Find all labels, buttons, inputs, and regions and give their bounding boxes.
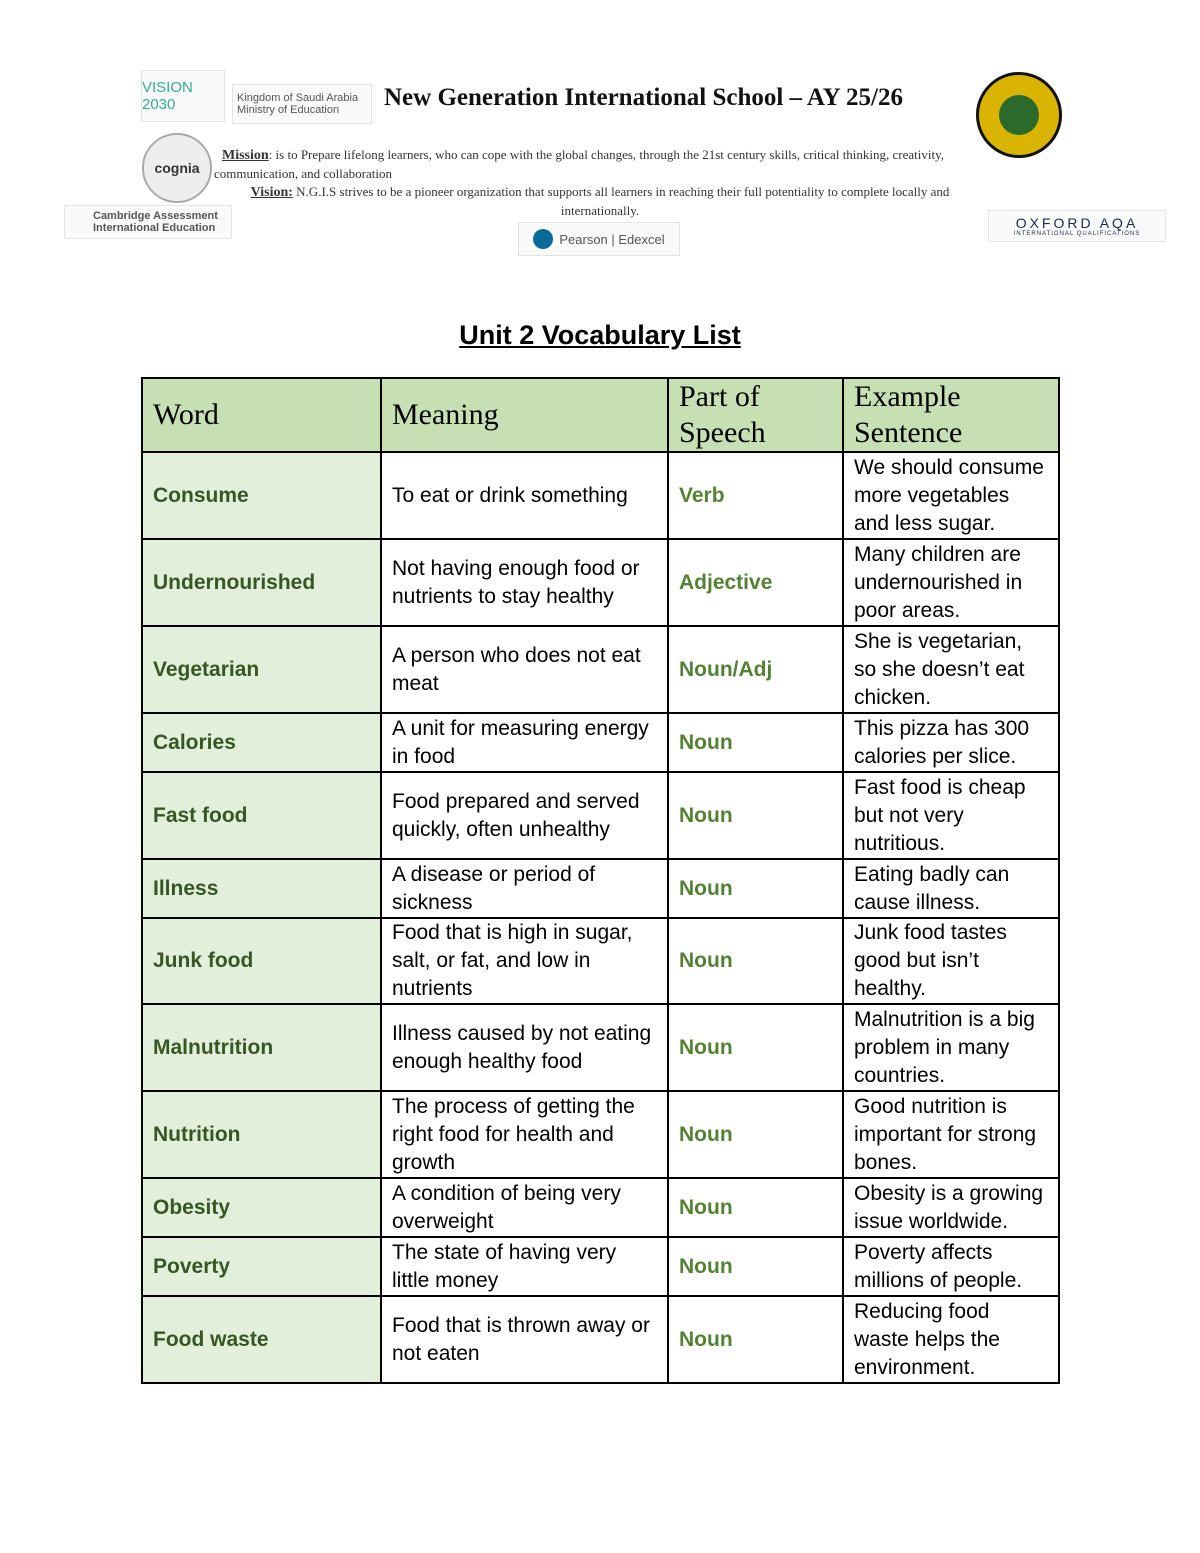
cognia-logo: cognia (142, 133, 212, 203)
vision-logo-text: VISION 2030 (142, 79, 193, 113)
vision-text: N.G.I.S strives to be a pioneer organiza… (292, 184, 950, 218)
oxford-line-1: OXFORD AQA (1015, 215, 1139, 231)
cell-word: Junk food (141, 917, 382, 1005)
cell-word: Calories (141, 712, 382, 773)
table-row: Malnutrition Illness caused by not eating… (141, 1003, 1060, 1092)
cell-word: Nutrition (141, 1090, 382, 1179)
mission-statement: Mission: is to Prepare lifelong learners… (214, 146, 984, 183)
cell-meaning: Food that is high in sugar, salt, or fat… (380, 917, 669, 1005)
cell-word: Poverty (141, 1236, 382, 1297)
cambridge-line-2: International Education (93, 222, 216, 234)
cell-pos: Noun (667, 1090, 844, 1179)
oxford-line-2: INTERNATIONAL QUALIFICATIONS (1013, 231, 1141, 237)
cell-example: Obesity is a growing issue worldwide. (842, 1177, 1060, 1238)
cell-meaning: A disease or period of sickness (380, 858, 669, 919)
table-row: Illness A disease or period of sickness No… (141, 858, 1060, 919)
cell-pos: Noun (667, 917, 844, 1005)
cell-pos: Adjective (667, 538, 844, 627)
cell-word: Vegetarian (141, 625, 382, 714)
table-row: Junk food Food that is high in sugar, sal… (141, 917, 1060, 1005)
header-example-sentence: Example Sentence (842, 377, 1060, 453)
table-row: Obesity A condition of being very overwei… (141, 1177, 1060, 1238)
mission-text: : is to Prepare lifelong learners, who c… (214, 147, 945, 181)
cambridge-line-1: Cambridge Assessment (93, 210, 218, 222)
cell-word: Undernourished (141, 538, 382, 627)
table-row: Consume To eat or drink something Verb We s… (141, 451, 1060, 540)
cell-pos: Noun (667, 1295, 844, 1384)
ministry-line-1: Kingdom of Saudi Arabia (237, 92, 359, 104)
page-title: Unit 2 Vocabulary List (459, 320, 741, 350)
cell-meaning: The state of having very little money (380, 1236, 669, 1297)
table-row: Calories A unit for measuring energy in f… (141, 712, 1060, 773)
cell-word: Consume (141, 451, 382, 540)
cell-example: Reducing food waste helps the environmen… (842, 1295, 1060, 1384)
cell-meaning: Food prepared and served quickly, often … (380, 771, 669, 860)
cell-meaning: Not having enough food or nutrients to s… (380, 538, 669, 627)
cell-word: Food waste (141, 1295, 382, 1384)
vision-2030-logo: VISION 2030 (141, 70, 225, 122)
table-row: Vegetarian A person who does not eat meat… (141, 625, 1060, 714)
cell-pos: Noun (667, 1177, 844, 1238)
cell-example: We should consume more vegetables and le… (842, 451, 1060, 540)
table-row: Food waste Food that is thrown away or no… (141, 1295, 1060, 1384)
cell-example: This pizza has 300 calories per slice. (842, 712, 1060, 773)
cell-example: Poverty affects millions of people. (842, 1236, 1060, 1297)
pearson-p-icon (533, 229, 554, 249)
ministry-line-2: Ministry of Education (237, 104, 340, 116)
cell-meaning: The process of getting the right food fo… (380, 1090, 669, 1179)
cell-example: Eating badly can cause illness. (842, 858, 1060, 919)
cell-pos: Noun (667, 712, 844, 773)
cell-pos: Verb (667, 451, 844, 540)
table-row: Fast food Food prepared and served quickl… (141, 771, 1060, 860)
seal-center (999, 95, 1039, 135)
cell-example: Many children are undernourished in poor… (842, 538, 1060, 627)
cell-word: Fast food (141, 771, 382, 860)
cell-meaning: A person who does not eat meat (380, 625, 669, 714)
cell-meaning: Illness caused by not eating enough heal… (380, 1003, 669, 1092)
cell-pos: Noun/Adj (667, 625, 844, 714)
cell-pos: Noun (667, 771, 844, 860)
header-meaning: Meaning (380, 377, 669, 453)
cell-meaning: A unit for measuring energy in food (380, 712, 669, 773)
header-word: Word (141, 377, 382, 453)
cell-example: Malnutrition is a big problem in many co… (842, 1003, 1060, 1092)
vision-statement: Vision: N.G.I.S strives to be a pioneer … (230, 183, 970, 220)
cell-meaning: Food that is thrown away or not eaten (380, 1295, 669, 1384)
cell-example: Junk food tastes good but isn’t healthy. (842, 917, 1060, 1005)
cell-pos: Noun (667, 1236, 844, 1297)
cell-word: Malnutrition (141, 1003, 382, 1092)
oxford-aqa-logo: OXFORD AQA INTERNATIONAL QUALIFICATIONS (988, 210, 1166, 242)
cell-example: She is vegetarian, so she doesn’t eat ch… (842, 625, 1060, 714)
cell-meaning: To eat or drink something (380, 451, 669, 540)
table-row: Poverty The state of having very little m… (141, 1236, 1060, 1297)
cell-meaning: A condition of being very overweight (380, 1177, 669, 1238)
cell-example: Good nutrition is important for strong b… (842, 1090, 1060, 1179)
ministry-logo: Kingdom of Saudi Arabia Ministry of Educ… (232, 84, 372, 124)
cell-word: Obesity (141, 1177, 382, 1238)
pearson-text: Pearson | Edexcel (559, 231, 665, 247)
cell-example: Fast food is cheap but not very nutritio… (842, 771, 1060, 860)
mission-label: Mission (222, 148, 269, 163)
school-title: New Generation International School – AY… (384, 84, 903, 111)
cell-word: Illness (141, 858, 382, 919)
header-part-of-speech: Part of Speech (667, 377, 844, 453)
school-seal-logo (976, 72, 1062, 158)
cambridge-logo: Cambridge Assessment International Educa… (64, 205, 232, 239)
cell-pos: Noun (667, 858, 844, 919)
table-header-row: Word Meaning Part of Speech Example Sent… (141, 377, 1060, 453)
vision-label: Vision: (250, 185, 293, 200)
cell-pos: Noun (667, 1003, 844, 1092)
table-row: Nutrition The process of getting the righ… (141, 1090, 1060, 1179)
table-row: Undernourished Not having enough food or … (141, 538, 1060, 627)
pearson-logo: Pearson | Edexcel (518, 222, 680, 256)
vocabulary-table: Word Meaning Part of Speech Example Sent… (141, 377, 1060, 1384)
